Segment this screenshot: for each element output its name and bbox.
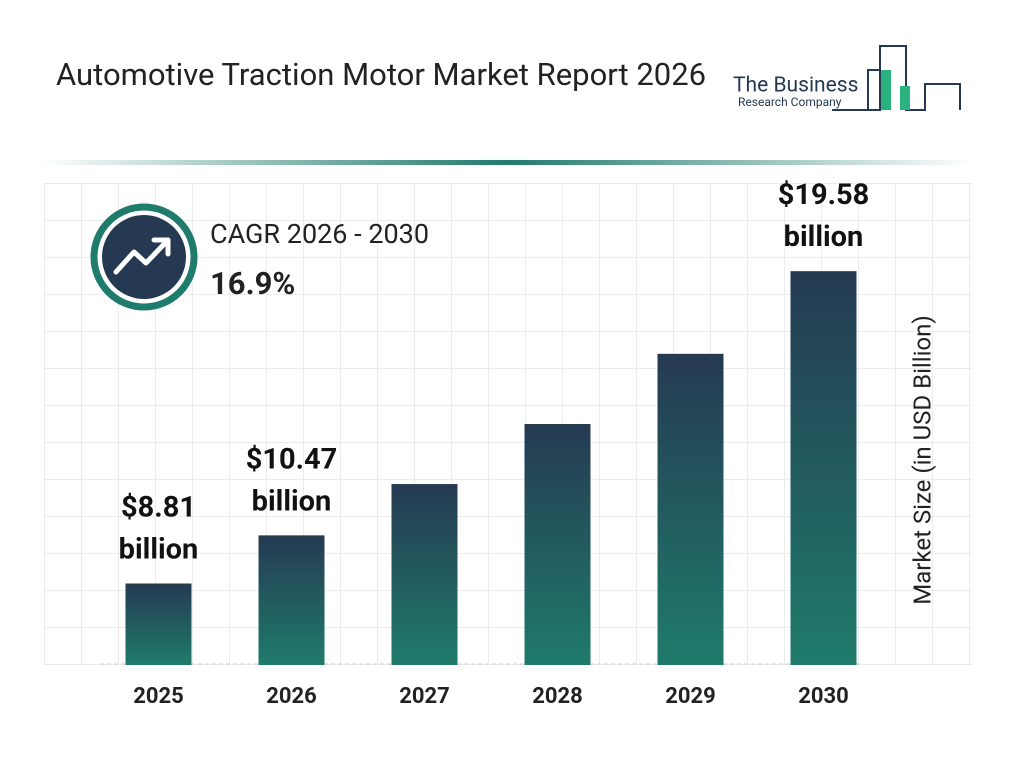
x-tick-label: 2025	[133, 684, 184, 709]
data-label: $10.47 billion	[246, 442, 338, 518]
logo	[832, 45, 961, 111]
bar	[391, 484, 458, 665]
bar	[790, 271, 857, 665]
data-label: $19.58 billion	[778, 178, 870, 254]
bar	[657, 353, 724, 665]
data-label: $8.81 billion	[119, 490, 199, 566]
cagr-icon	[102, 215, 186, 299]
y-axis-label: Market Size (in USD Billion)	[908, 315, 936, 604]
bar	[524, 424, 591, 665]
x-tick-label: 2027	[399, 684, 450, 709]
bar	[125, 583, 192, 665]
logo-text: The Business	[733, 74, 858, 98]
cagr-value: 16.9%	[210, 265, 295, 302]
cagr-icon	[113, 237, 171, 275]
x-tick-label: 2028	[532, 684, 583, 709]
x-tick-label: 2030	[798, 684, 849, 709]
cagr-icon	[151, 237, 171, 257]
chart-title: Automotive Traction Motor Market Report …	[56, 56, 707, 93]
x-tick-label: 2026	[266, 684, 317, 709]
logo-text: Research Company	[738, 95, 842, 109]
cagr-label: CAGR 2026 - 2030	[210, 218, 429, 250]
divider	[40, 160, 972, 165]
x-tick-label: 2029	[665, 684, 716, 709]
bar	[258, 535, 325, 665]
